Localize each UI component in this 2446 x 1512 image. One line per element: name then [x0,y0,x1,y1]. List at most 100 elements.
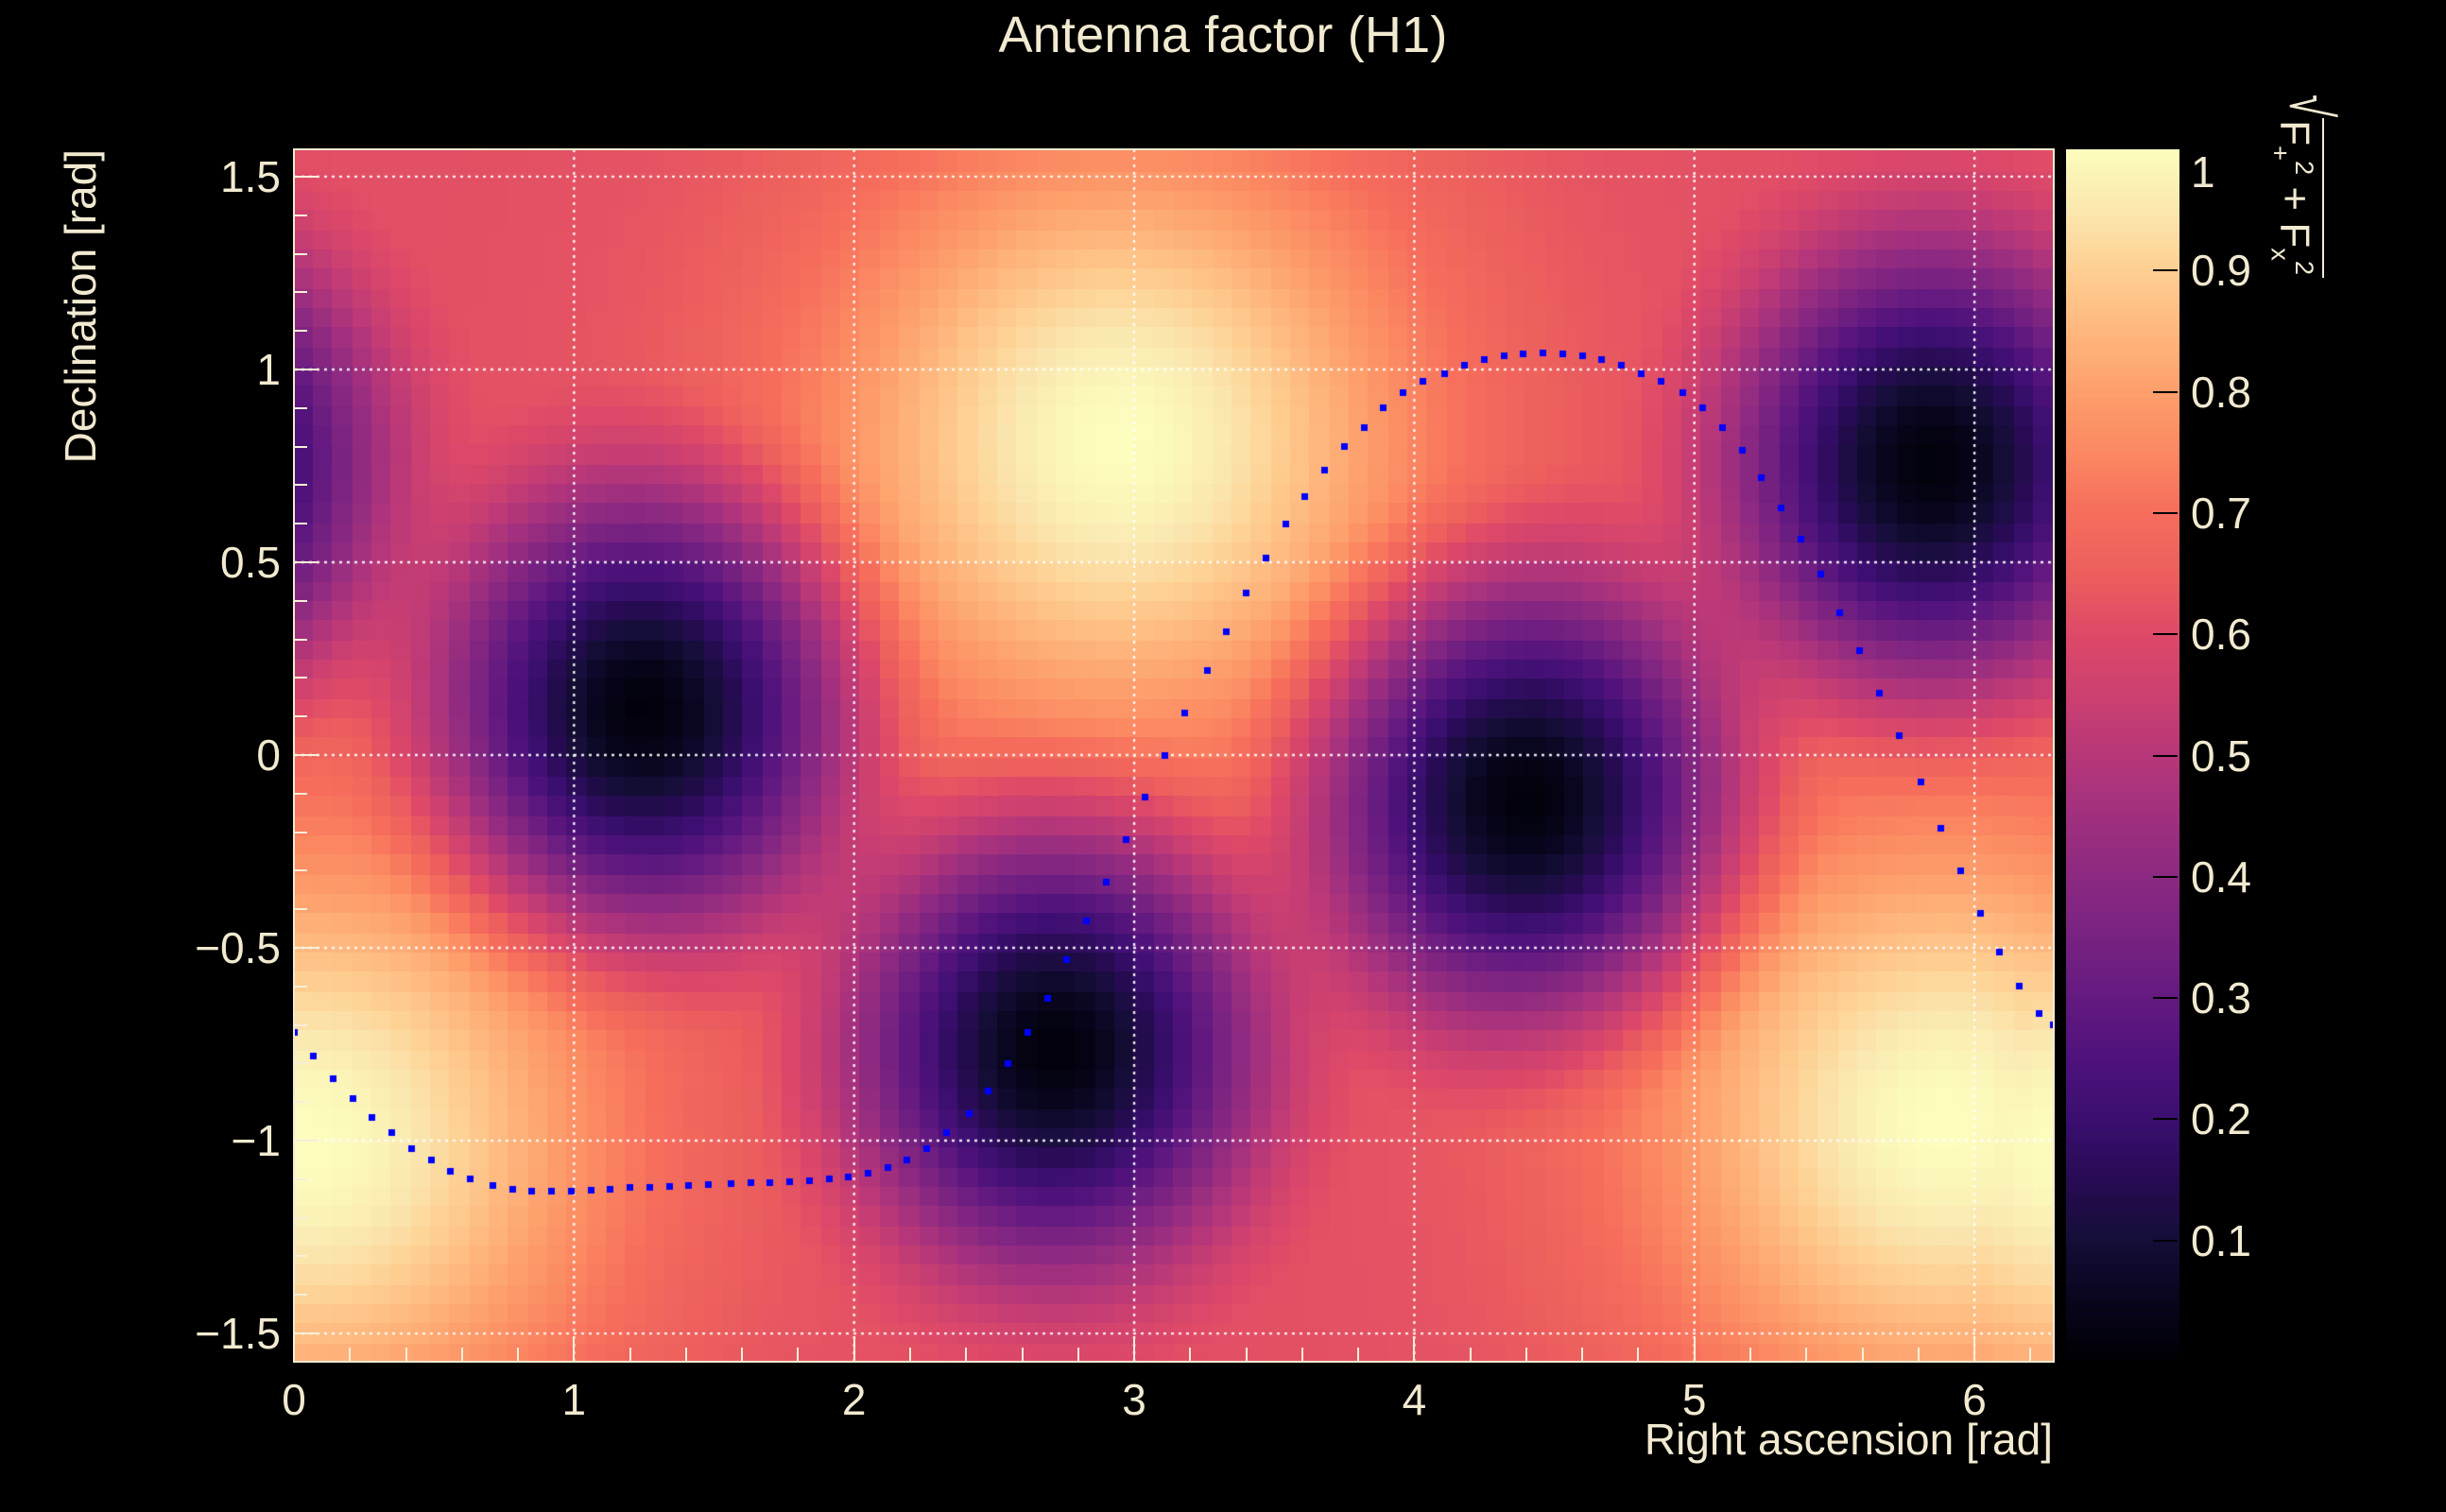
y-tick-minor [294,1255,307,1258]
colorbar-tick-label: 0.5 [2191,730,2251,781]
y-tick-minor [294,831,307,833]
colorbar-tick [2153,390,2178,393]
y-tick-minor [294,638,307,641]
x-tick-major [573,1336,576,1361]
colorbar-tick-label: 0.1 [2191,1215,2251,1265]
x-tick-minor [1581,1348,1584,1361]
galactic-plane-curve [294,149,2054,1361]
y-tick-minor [294,1177,307,1180]
y-tick-minor [294,330,307,333]
x-tick-major [293,1336,295,1361]
y-tick-minor [294,792,307,795]
y-tick-major [294,1332,319,1335]
z-sup-1: 2 [2290,160,2319,176]
colorbar-tick [2153,1239,2178,1242]
y-tick-label: 0 [256,730,281,780]
x-tick-minor [1805,1348,1808,1361]
x-tick-label: 2 [841,1375,867,1424]
x-tick-minor [908,1348,911,1361]
y-axis-title: Declination [rad] [56,149,105,464]
y-tick-minor [294,1023,307,1026]
z-sub-2: x [2265,248,2296,261]
y-tick-minor [294,523,307,525]
y-tick-minor [294,869,307,872]
x-axis-title: Right ascension [rad] [1644,1415,2053,1464]
x-tick-minor [460,1348,463,1361]
colorbar-tick-label: 0.3 [2191,973,2251,1023]
y-tick-label: −0.5 [195,923,281,973]
colorbar-tick [2153,997,2178,1000]
y-tick-major [294,754,319,756]
x-tick-label: 3 [1122,1375,1146,1424]
x-tick-label: 1 [561,1375,587,1424]
y-tick-label: −1.5 [195,1309,281,1359]
x-tick-minor [1637,1348,1640,1361]
x-tick-minor [349,1348,352,1361]
y-tick-minor [294,252,307,255]
z-term-1: F [2271,120,2318,146]
x-tick-major [1413,1336,1416,1361]
y-tick-major [294,1140,319,1143]
x-tick-minor [2029,1348,2032,1361]
x-tick-minor [1189,1348,1192,1361]
x-tick-major [853,1336,855,1361]
y-tick-minor [294,599,307,602]
colorbar-tick [2153,875,2178,878]
x-tick-minor [1021,1348,1024,1361]
y-tick-minor [294,985,307,988]
y-tick-minor [294,1216,307,1219]
page-title: Antenna factor (H1) [998,7,1448,63]
x-tick-label: 4 [1402,1375,1427,1424]
z-term-2: F [2271,222,2318,249]
x-tick-minor [1524,1348,1527,1361]
colorbar-tick-label: 0.6 [2191,610,2251,660]
y-tick-major [294,175,319,178]
x-axis-line [293,1361,2055,1363]
right-frame-line [2053,149,2055,1362]
x-tick-minor [741,1348,744,1361]
x-tick-minor [1861,1348,1864,1361]
y-tick-minor [294,1294,307,1297]
colorbar-tick-label: 0.9 [2191,246,2251,296]
x-tick-minor [1301,1348,1303,1361]
x-tick-minor [1749,1348,1751,1361]
colorbar-tick [2153,1118,2178,1121]
y-tick-major [294,560,319,563]
y-tick-major [294,368,319,370]
colorbar-tick-label: 1 [2191,147,2215,197]
y-tick-minor [294,677,307,679]
colorbar-tick-label: 0.7 [2191,488,2251,538]
x-tick-major [1693,1336,1696,1361]
y-tick-minor [294,214,307,216]
y-tick-minor [294,1101,307,1104]
y-tick-minor [294,715,307,718]
x-tick-minor [1357,1348,1360,1361]
x-tick-label: 6 [1962,1375,1987,1424]
y-tick-major [294,947,319,950]
colorbar-tick [2153,511,2178,514]
y-tick-label: −1 [231,1116,281,1166]
x-tick-minor [629,1348,631,1361]
y-tick-label: 1 [256,344,281,394]
y-tick-minor [294,908,307,911]
colorbar-tick-label: 0.2 [2191,1094,2251,1144]
colorbar-tick [2153,754,2178,757]
y-tick-label: 1.5 [220,151,281,201]
colorbar-axis-title: √ F+2 + Fx2 [2265,94,2344,279]
z-plus: + [2271,175,2318,223]
colorbar-tick [2153,269,2178,272]
x-tick-label: 0 [282,1375,306,1424]
y-tick-minor [294,406,307,409]
colorbar-tick-label: 0.8 [2191,367,2251,417]
z-sup-2: 2 [2290,260,2319,276]
x-tick-label: 5 [1681,1375,1707,1424]
x-tick-minor [684,1348,687,1361]
x-tick-minor [517,1348,520,1361]
heatmap-plot-area [294,149,2054,1361]
x-tick-minor [1245,1348,1248,1361]
y-tick-minor [294,1062,307,1065]
y-tick-minor [294,445,307,448]
x-tick-minor [1469,1348,1472,1361]
x-tick-minor [797,1348,800,1361]
